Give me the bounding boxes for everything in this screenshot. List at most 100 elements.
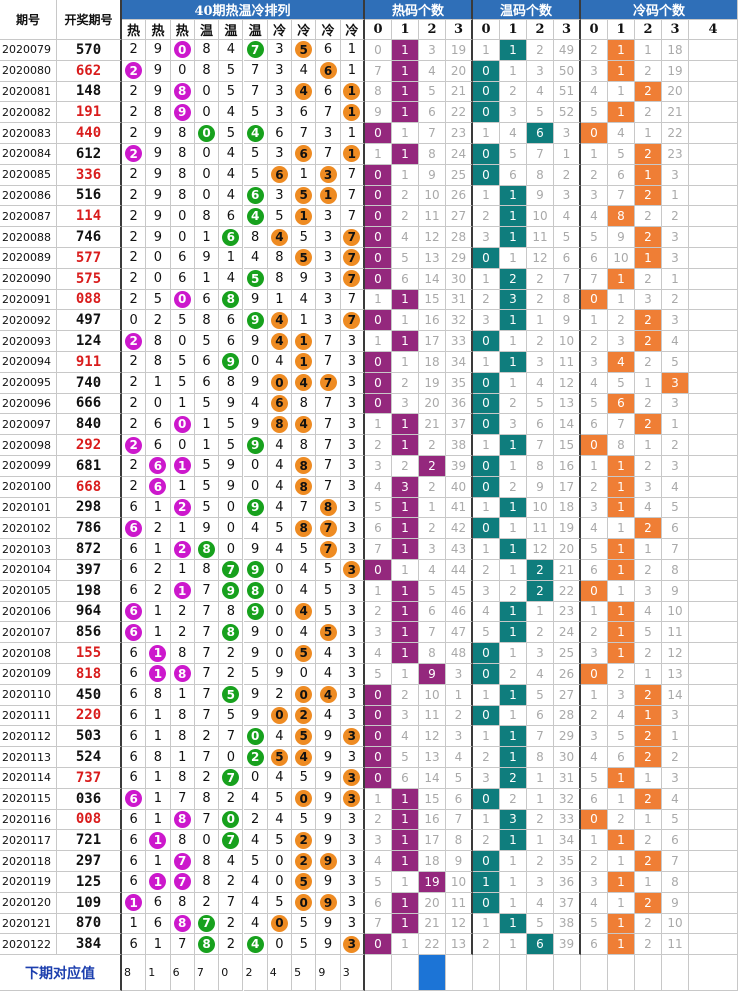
draw-number-cell: 148 [57,81,122,103]
cold-count-cell: 1 [662,268,689,290]
cold-count-cell: 22 [662,123,689,144]
pattern-cell: 8 [146,331,171,352]
pattern-cell: 5 [316,622,341,644]
period-cell: 2020120 [0,892,57,914]
pattern-cell: 7 [194,809,220,831]
warm-count-cell: 1 [500,560,527,581]
cold-count-cell: 6 [581,788,608,810]
hot-count-cell: 1 [392,497,419,519]
pattern-cell: 3 [340,518,365,540]
cold-count-cell: 1 [608,601,635,623]
hot-count-cell: 1 [446,684,473,706]
warm-count-cell: 1 [500,747,527,768]
warm-count-cell: 8 [527,456,554,477]
pattern-col-header: 热 [146,20,171,40]
pattern-cell: 3 [340,664,365,685]
pattern-cell: 1 [146,872,171,893]
cold-count-cell: 8 [662,872,689,893]
pattern-cell: 9 [194,248,220,269]
period-cell: 2020092 [0,310,57,332]
pattern-cell: 7 [194,601,220,623]
pattern-cell: 2 [219,913,244,935]
draw-number-cell: 336 [57,164,122,186]
cold-count-cell: 5 [662,809,689,831]
cold-count-cell: 2 [635,892,662,914]
draw-number-cell: 721 [57,830,122,852]
warm-count-cell: 1 [500,185,527,207]
hot-count-cell: 9 [419,664,446,685]
pattern-cell: 9 [170,102,195,124]
warm-count-cell: 1 [473,268,500,290]
warm-count-cell: 23 [554,601,581,623]
hot-count-cell: 8 [419,144,446,165]
pattern-cell: 3 [340,684,365,706]
hot-count-cell: 30 [446,268,473,290]
warm-count-cell: 1 [500,352,527,373]
warm-hit-ball: 8 [222,290,240,308]
hot-count-cell: 6 [392,268,419,290]
pattern-cell: 2 [122,40,147,61]
pattern-cell: 1 [146,934,171,956]
pattern-cell: 0 [267,560,293,581]
hot-count-cell: 5 [365,664,392,685]
cold-count-cell: 2 [635,560,662,581]
cold-count-cell: 2 [635,643,662,664]
pattern-cell: 3 [340,643,365,664]
pattern-cell: 5 [267,892,293,914]
footer-count-cell [689,955,738,991]
cold-count-cell: 1 [581,601,608,623]
period-cell: 2020105 [0,580,57,602]
hot-count-cell: 1 [365,144,392,165]
cold-count-cell-4 [689,123,738,144]
pattern-cell: 2 [122,81,147,103]
cold-count-cell: 2 [635,456,662,477]
warm-count-cell: 25 [554,643,581,664]
hot-hit-ball: 6 [125,790,143,808]
hot-count-cell: 20 [419,393,446,415]
pattern-cell: 6 [122,768,147,789]
warm-count-cell: 1 [500,206,527,228]
pattern-cell: 4 [292,747,317,768]
pattern-cell: 6 [267,164,293,186]
period-cell: 2020110 [0,684,57,706]
pattern-cell: 6 [219,310,244,332]
pattern-cell: 2 [122,393,147,415]
hot-count-cell: 0 [365,268,392,290]
cold-count-cell-4 [689,393,738,415]
pattern-cell: 5 [243,164,268,186]
cold-count-cell: 5 [581,393,608,415]
pattern-cell: 8 [292,518,317,540]
pattern-cell: 5 [292,726,317,748]
cold-count-cell: 3 [608,331,635,352]
hot-count-cell: 3 [392,705,419,727]
pattern-cell: 5 [292,227,317,248]
pattern-cell: 4 [292,560,317,581]
pattern-cell: 7 [316,518,341,540]
hot-count-cell: 13 [419,747,446,768]
cold-count-cell: 4 [635,497,662,519]
warm-hit-ball: 4 [246,207,264,225]
hot-hit-ball: 2 [125,145,143,163]
draw-number-cell: 681 [57,456,122,477]
pattern-cell: 9 [243,705,268,727]
cold-count-cell: 5 [608,372,635,394]
cold-count-cell-4 [689,664,738,685]
cold-count-cell: 5 [581,227,608,248]
cold-count-cell: 1 [608,268,635,290]
pattern-cell: 3 [340,768,365,789]
warm-count-cell: 2 [527,809,554,831]
cold-hit-ball: 5 [319,623,337,641]
cold-count-cell-4 [689,476,738,498]
warm-count-cell: 3 [500,102,527,124]
pattern-cell: 2 [122,227,147,248]
pattern-cell: 0 [267,872,293,893]
cold-count-cell: 2 [635,913,662,935]
cold-hit-ball: 1 [343,103,361,121]
warm-count-cell: 30 [554,747,581,768]
period-cell: 2020083 [0,123,57,144]
hot-count-cell: 1 [365,414,392,436]
cold-count-cell: 1 [608,830,635,852]
pattern-group-header: 40期热温冷排列 [122,0,365,20]
cold-count-cell: 2 [581,705,608,727]
